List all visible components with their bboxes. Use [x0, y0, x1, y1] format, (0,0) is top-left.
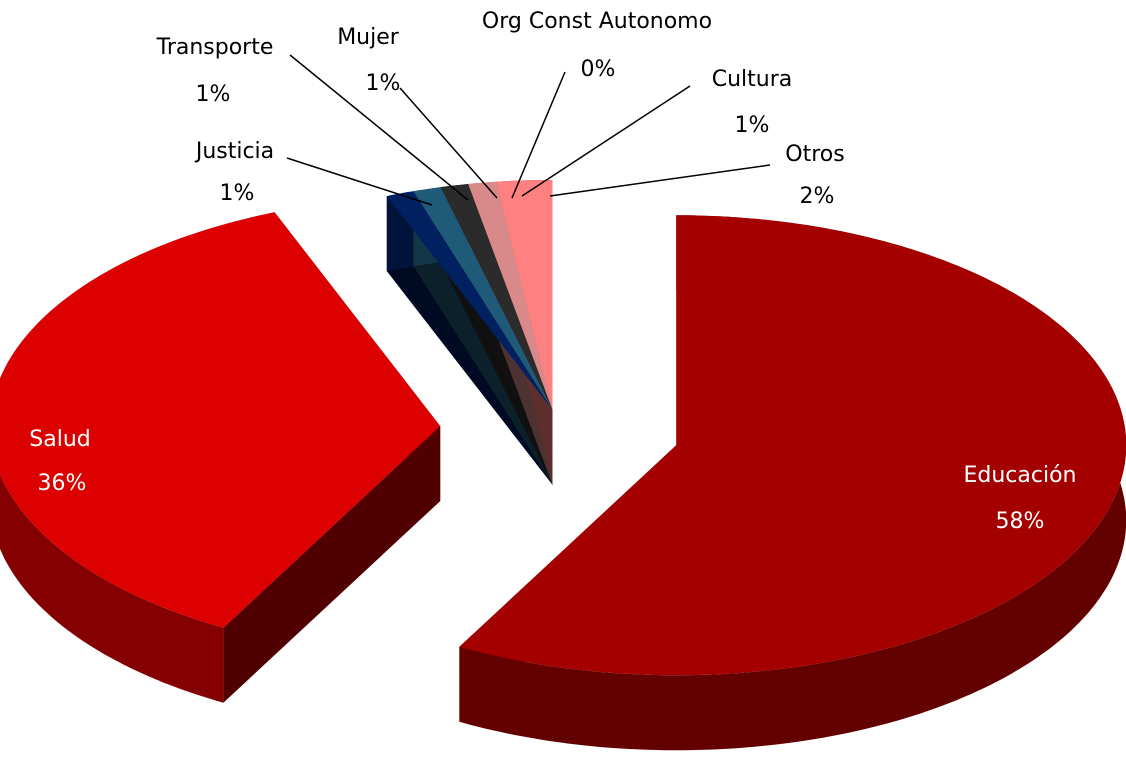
- slice-value-label: 1%: [220, 181, 255, 206]
- slice-label: Salud: [29, 427, 90, 452]
- leader-line: [286, 157, 433, 206]
- leader-line: [289, 54, 469, 201]
- slice-outer-wall: [459, 215, 1126, 751]
- slice: [386, 191, 553, 410]
- slice-value-label: 1%: [735, 113, 770, 138]
- leader-line: [521, 85, 691, 197]
- slice-value-label: 58%: [996, 509, 1045, 534]
- slice-value-label: 36%: [38, 471, 87, 496]
- slice-value-label: 1%: [366, 71, 401, 96]
- slice: [413, 187, 553, 410]
- slice-label: Otros: [785, 142, 844, 167]
- slice-label: Org Const Autonomo: [482, 9, 712, 34]
- slice-value-label: 0%: [581, 57, 616, 82]
- leader-line: [549, 164, 771, 197]
- leader-line: [511, 71, 566, 199]
- slice: [468, 181, 553, 410]
- slice: [459, 215, 1126, 676]
- slice-tops: [0, 179, 1126, 676]
- slice-label: Mujer: [337, 25, 400, 50]
- slice: [440, 184, 553, 410]
- slice: [0, 212, 441, 628]
- slice-value-label: 2%: [800, 184, 835, 209]
- slice-value-label: 1%: [196, 82, 231, 107]
- slice: [496, 179, 553, 410]
- slice-radial-wall: [223, 426, 441, 703]
- slice-label: Educación: [964, 463, 1077, 488]
- slice-label: Justicia: [194, 139, 274, 164]
- slice-label: Transporte: [156, 35, 274, 60]
- slice-label: Cultura: [712, 67, 793, 92]
- leader-line: [399, 87, 498, 199]
